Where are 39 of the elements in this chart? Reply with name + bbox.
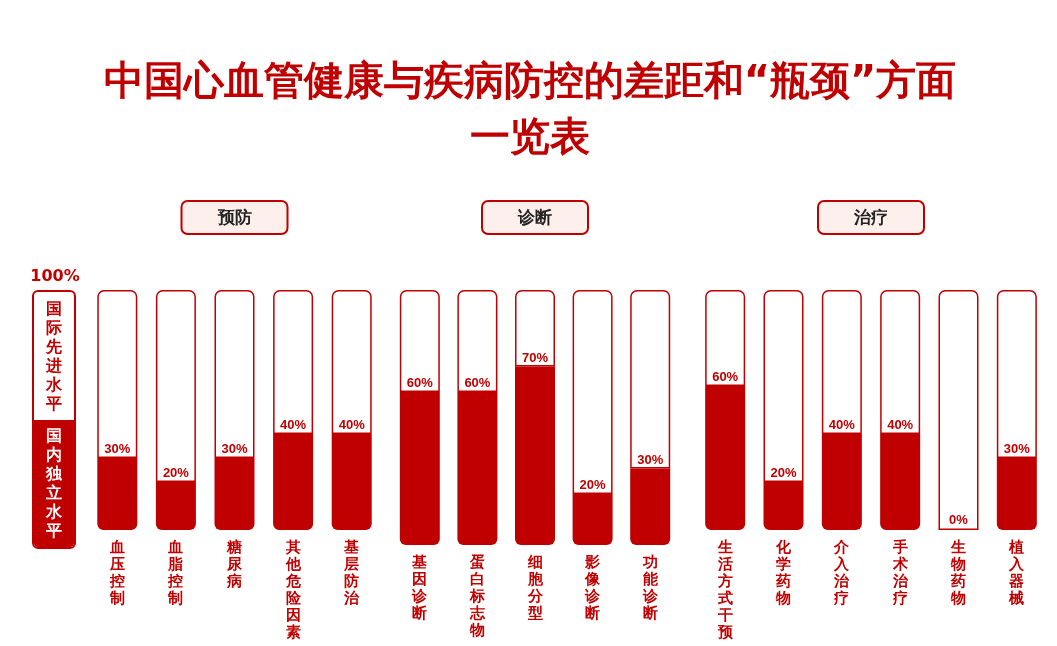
bar	[938, 290, 979, 530]
data-label: 70%	[521, 349, 549, 365]
data-label: 0%	[949, 512, 969, 527]
x-tick-label: 影像诊断	[584, 553, 602, 621]
text: 100%	[30, 266, 80, 285]
data-label: 60%	[464, 375, 491, 390]
x-tick-label: 功能诊断	[641, 553, 659, 621]
data-label: 30%	[1003, 441, 1031, 456]
data-label: 40%	[887, 417, 914, 432]
x-tick-label: 血脂控制	[167, 538, 184, 606]
data-label: 40%	[338, 417, 366, 432]
x-tick-label: 生活方式干预	[716, 538, 734, 640]
x-tick-label: 基因诊断	[411, 553, 429, 621]
data-label: 60%	[712, 369, 739, 384]
x-tick-label: 手术治疗	[891, 538, 909, 606]
chart-title: 预防	[216, 208, 252, 227]
x-tick-label: 糖尿病	[226, 538, 243, 589]
x-tick-label: 其他危险因素	[284, 538, 302, 640]
data-label: 30%	[104, 441, 131, 456]
data-label: 20%	[162, 465, 190, 480]
data-label: 20%	[770, 465, 797, 480]
x-tick-label: 细胞分型	[526, 553, 544, 621]
data-label: 40%	[280, 417, 307, 432]
x-tick-label: 生物药物	[950, 538, 966, 606]
legend-tube: 国际先进水平 国内独立水平	[32, 290, 76, 549]
data-label: 30%	[221, 441, 248, 456]
x-tick-label: 基层防治	[343, 538, 361, 606]
x-tick-label: 蛋白标志物	[468, 553, 486, 638]
text: 中国心血管健康与疾病防控的差距和“瓶颈”方面一览表	[102, 56, 958, 161]
x-tick-label: 植入器械	[1008, 538, 1026, 606]
x-tick-label: 血压控制	[108, 538, 125, 606]
data-label: 60%	[406, 375, 434, 390]
chart-title: 诊断	[517, 208, 552, 227]
x-tick-label: 介入治疗	[833, 538, 851, 606]
data-label: 30%	[637, 451, 664, 467]
x-tick-label: 化学药物	[775, 538, 792, 606]
data-label: 40%	[828, 417, 856, 432]
chart-title: 治疗	[853, 208, 888, 227]
data-label: 20%	[579, 477, 607, 492]
